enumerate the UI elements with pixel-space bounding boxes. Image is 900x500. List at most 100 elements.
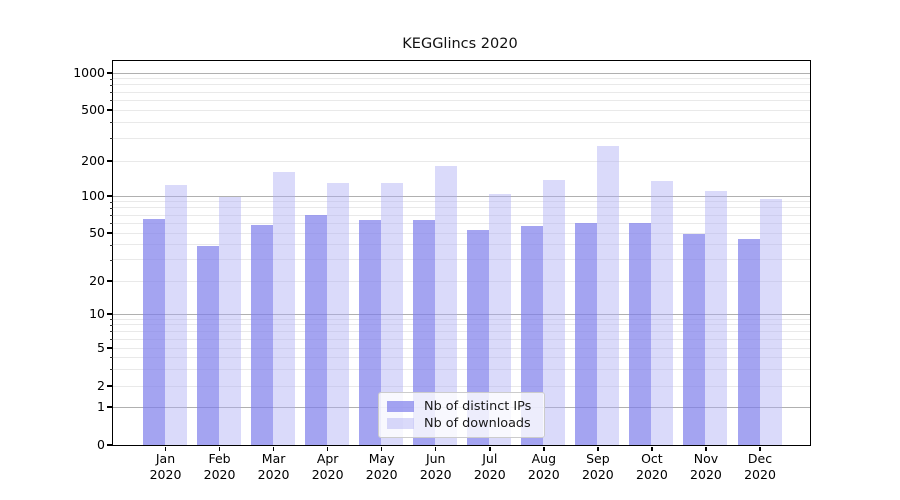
gridline-minor: [112, 137, 810, 139]
gridline-minor: [112, 84, 810, 86]
x-tick-mark: [489, 446, 491, 451]
x-tick-label-nov: Nov 2020: [690, 451, 722, 482]
bar-distinct-ips-5: [413, 220, 436, 445]
y-tick-mark: [106, 406, 113, 408]
bar-downloads-8: [597, 145, 620, 445]
y-tick-label: 50: [89, 225, 105, 240]
x-tick-label-sep: Sep 2020: [581, 451, 614, 482]
chart-title: KEGGlincs 2020: [402, 36, 518, 52]
bar-distinct-ips-6: [467, 230, 490, 445]
bar-distinct-ips-10: [683, 233, 706, 445]
gridline-minor: [112, 338, 810, 340]
bar-downloads-7: [543, 179, 566, 445]
gridline-minor: [112, 318, 810, 320]
y-minor-tick-mark: [109, 84, 113, 86]
bar-distinct-ips-7: [521, 225, 544, 445]
y-minor-tick-mark: [109, 369, 113, 371]
bar-distinct-ips-3: [305, 214, 328, 445]
bar-downloads-1: [219, 197, 242, 445]
y-tick-mark: [106, 72, 113, 74]
gridline-minor: [112, 244, 810, 246]
bar-downloads-4: [381, 183, 404, 445]
x-tick-mark: [543, 446, 545, 451]
y-tick-mark: [106, 280, 113, 282]
y-minor-tick-mark: [109, 223, 113, 225]
y-tick-label: 10: [89, 306, 105, 321]
gridline-minor: [112, 232, 810, 234]
gridline-minor: [112, 99, 810, 101]
bar-downloads-5: [435, 166, 458, 445]
x-tick-mark: [434, 446, 437, 451]
gridline-minor: [112, 330, 810, 332]
gridline-minor: [112, 207, 810, 209]
y-tick-label: 2: [97, 378, 105, 393]
y-minor-tick-mark: [109, 100, 113, 102]
bar-distinct-ips-0: [143, 218, 165, 445]
y-tick-label: 200: [81, 153, 105, 168]
y-tick-label: 1000: [73, 65, 105, 80]
bar-distinct-ips-4: [359, 220, 382, 445]
bar-downloads-11: [759, 199, 782, 445]
y-minor-tick-mark: [109, 215, 113, 217]
gridline-minor: [112, 280, 810, 282]
y-tick-label: 0: [97, 437, 105, 452]
x-tick-label-may: May 2020: [365, 451, 398, 482]
x-tick-label-aug: Aug 2020: [527, 451, 560, 482]
gridline-minor: [112, 78, 810, 80]
x-tick-label-oct: Oct 2020: [636, 451, 668, 482]
bar-distinct-ips-11: [737, 239, 760, 445]
legend: Nb of distinct IPs Nb of downloads: [378, 392, 545, 438]
y-tick-mark: [106, 195, 113, 197]
legend-swatch-distinct-ips: [387, 401, 414, 412]
legend-swatch-downloads: [387, 418, 414, 429]
bar-downloads-2: [273, 172, 296, 445]
x-tick-mark: [705, 446, 707, 451]
gridline-minor: [112, 109, 810, 111]
bar-downloads-9: [651, 181, 674, 445]
y-tick-mark: [106, 347, 113, 349]
x-tick-label-jul: Jul 2020: [473, 451, 506, 482]
x-tick-label-mar: Mar 2020: [257, 451, 290, 482]
y-minor-tick-mark: [109, 357, 113, 359]
gridline-minor: [112, 222, 810, 224]
x-tick-mark: [597, 446, 599, 451]
bar-downloads-3: [327, 182, 350, 445]
y-tick-label: 500: [81, 102, 105, 117]
plot-area: [111, 59, 811, 446]
y-minor-tick-mark: [109, 324, 113, 326]
gridline-minor: [112, 385, 810, 387]
x-tick-mark: [272, 446, 275, 451]
bar-distinct-ips-9: [629, 222, 652, 445]
y-tick-mark: [106, 232, 113, 234]
bar-distinct-ips-1: [197, 245, 220, 445]
y-minor-tick-mark: [109, 259, 113, 261]
x-tick-label-apr: Apr 2020: [311, 451, 344, 482]
x-tick-mark: [380, 446, 383, 451]
y-tick-label: 20: [89, 273, 105, 288]
x-tick-label-jan: Jan 2020: [149, 451, 182, 482]
y-tick-mark: [106, 385, 113, 387]
gridline-minor: [112, 356, 810, 358]
legend-row-downloads: Nb of downloads: [387, 415, 536, 432]
gridline-minor: [112, 201, 810, 203]
gridline-minor: [112, 347, 810, 349]
gridline-major: [112, 195, 810, 197]
gridline-minor: [112, 121, 810, 123]
y-minor-tick-mark: [109, 92, 113, 94]
y-tick-label: 5: [97, 340, 105, 355]
x-tick-mark: [759, 446, 761, 451]
x-tick-mark: [651, 446, 653, 451]
bar-downloads-0: [165, 185, 187, 445]
gridline-minor: [112, 160, 810, 162]
x-tick-mark: [164, 446, 167, 451]
y-tick-mark: [106, 444, 113, 446]
y-minor-tick-mark: [109, 319, 113, 321]
legend-row-distinct-ips: Nb of distinct IPs: [387, 398, 536, 415]
gridline-minor: [112, 324, 810, 326]
x-tick-label-feb: Feb 2020: [203, 451, 236, 482]
bar-downloads-10: [705, 190, 728, 445]
y-tick-mark: [106, 313, 113, 315]
gridline-major: [112, 313, 810, 315]
legend-label-downloads: Nb of downloads: [424, 416, 531, 431]
